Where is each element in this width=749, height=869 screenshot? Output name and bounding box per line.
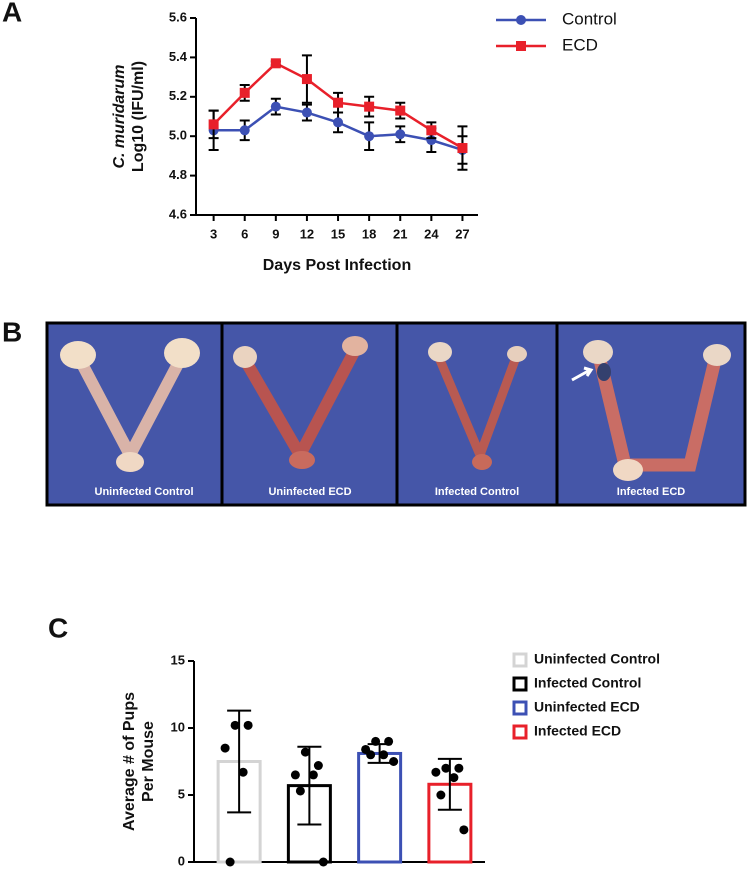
legend-label: Infected Control <box>534 675 641 691</box>
marker <box>395 105 406 116</box>
data-point <box>431 767 441 777</box>
y-tick-label: 10 <box>171 719 185 734</box>
legend-label: Uninfected Control <box>534 651 660 667</box>
data-point <box>371 736 381 746</box>
legend-label: ECD <box>562 35 598 54</box>
legend-swatch <box>512 724 528 740</box>
data-point <box>366 750 376 760</box>
x-tick-label: 15 <box>331 226 345 241</box>
marker <box>208 119 219 130</box>
y-axis-label: Per Mouse <box>140 721 157 802</box>
data-point <box>300 747 310 757</box>
legend-label: Uninfected ECD <box>534 699 640 715</box>
legend-label: Control <box>562 9 617 28</box>
data-point <box>436 790 446 800</box>
x-tick-label: 21 <box>393 226 407 241</box>
marker <box>239 87 250 98</box>
x-tick-label: 18 <box>362 226 376 241</box>
x-tick-label: 3 <box>210 226 217 241</box>
data-point <box>454 763 464 773</box>
data-point <box>313 761 323 771</box>
marker <box>239 125 250 136</box>
x-tick-label: 24 <box>424 226 439 241</box>
data-point <box>449 773 459 783</box>
legend-swatch <box>512 652 528 668</box>
specimen-parts <box>60 336 731 481</box>
y-tick-label: 0 <box>178 853 185 868</box>
data-point <box>441 763 451 773</box>
data-point <box>318 857 328 867</box>
panel-label: A <box>2 0 22 27</box>
y-tick-label: 5 <box>178 786 185 801</box>
error-bar <box>227 709 252 814</box>
data-point <box>238 767 248 777</box>
legend-marker <box>516 15 526 25</box>
marker <box>426 125 437 136</box>
data-point <box>459 825 469 835</box>
data-point <box>379 750 389 760</box>
bar <box>427 782 473 864</box>
y-tick-label: 5.2 <box>169 88 187 103</box>
marker <box>364 101 375 112</box>
bar <box>357 751 403 864</box>
photo-caption: Infected Control <box>435 486 519 498</box>
data-point <box>384 736 394 746</box>
y-tick-label: 15 <box>171 652 185 667</box>
x-tick-label: 12 <box>300 226 314 241</box>
marker <box>333 97 344 108</box>
marker <box>301 74 312 85</box>
legend-label: Infected ECD <box>534 723 621 739</box>
photo-caption: Infected ECD <box>617 486 686 498</box>
x-tick-label: 27 <box>455 226 469 241</box>
data-point <box>389 757 399 766</box>
marker <box>395 129 406 140</box>
x-tick-label: 6 <box>241 226 248 241</box>
y-axis-label: C. muridarum <box>111 64 128 168</box>
y-tick-label: 5.0 <box>169 128 187 143</box>
data-point <box>225 857 235 867</box>
legend-swatch <box>512 676 528 692</box>
y-axis-label: Log10 (IFU/ml) <box>130 61 147 172</box>
marker <box>364 131 375 142</box>
photo-strip: Uninfected Control Uninfected ECD Infect… <box>45 321 747 507</box>
y-tick-label: 5.4 <box>169 49 188 64</box>
marker <box>270 101 281 112</box>
marker <box>270 58 281 69</box>
marker <box>333 117 344 128</box>
photo-caption: Uninfected Control <box>95 486 194 498</box>
data-point <box>220 743 230 753</box>
legend-marker <box>516 41 526 51</box>
legend-swatch <box>512 700 528 716</box>
panel-label: B <box>2 316 22 347</box>
data-point <box>243 720 253 730</box>
photo-caption: Uninfected ECD <box>268 486 351 498</box>
y-tick-label: 4.6 <box>169 206 187 221</box>
marker <box>301 107 312 118</box>
data-point <box>290 770 300 780</box>
data-point <box>308 770 318 780</box>
data-point <box>230 720 240 730</box>
data-point <box>295 786 305 796</box>
error-bar <box>297 745 322 826</box>
y-tick-label: 4.8 <box>169 167 187 182</box>
marker <box>457 143 468 154</box>
x-tick-label: 9 <box>272 226 279 241</box>
y-axis-label: Average # of Pups <box>121 692 138 831</box>
x-axis-label: Days Post Infection <box>263 257 411 274</box>
panel-label: C <box>48 612 68 643</box>
y-tick-label: 5.6 <box>169 9 187 24</box>
